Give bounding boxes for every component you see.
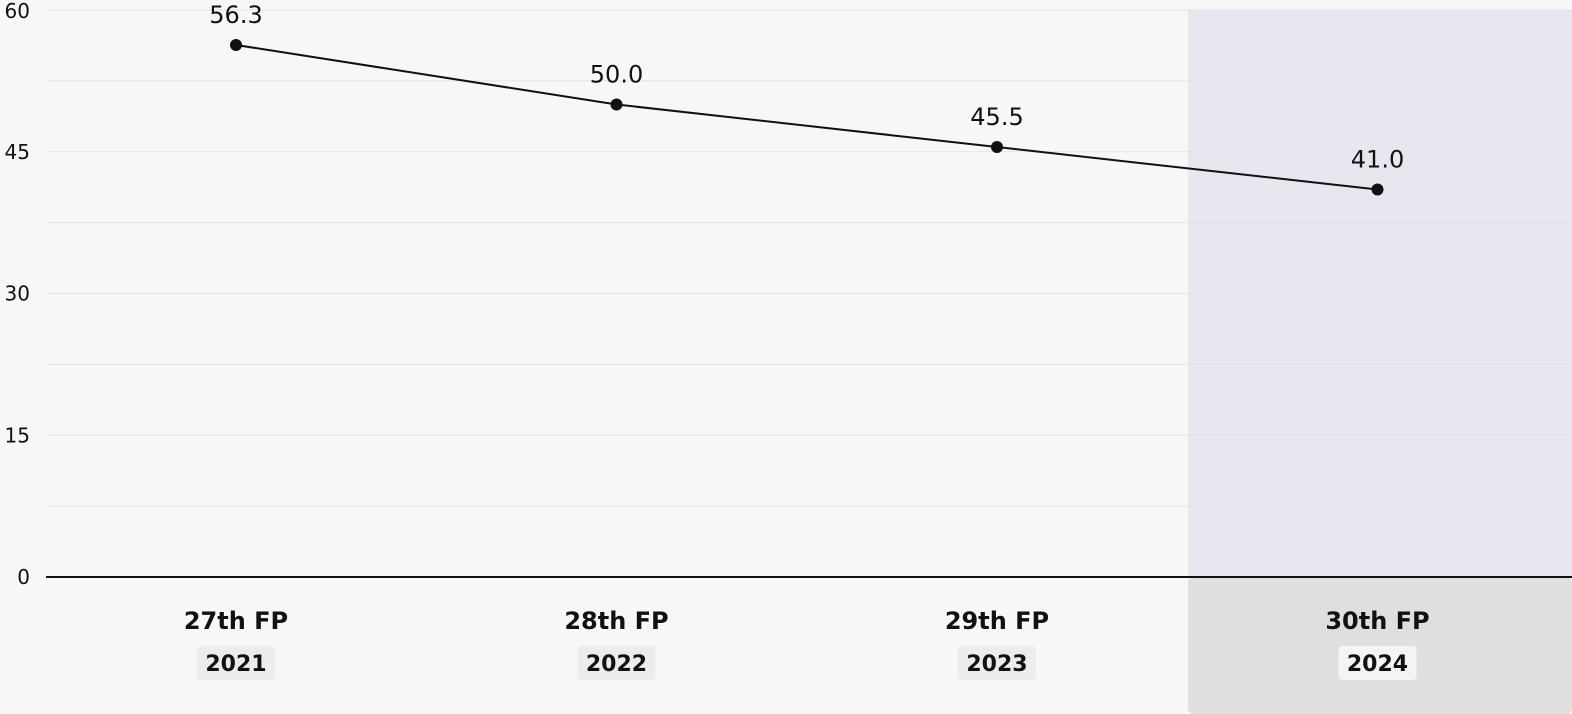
data-label: 41.0 [1351,146,1404,174]
y-tick-label: 0 [17,565,30,589]
data-label: 50.0 [590,61,643,89]
data-label: 45.5 [970,103,1023,131]
y-tick-label: 30 [5,282,30,306]
highlight-axis-band [1188,577,1572,714]
y-tick-label: 45 [5,140,30,164]
data-point [991,141,1003,154]
data-point [230,38,242,51]
y-tick-label: 60 [5,0,30,23]
year-label: 2023 [966,652,1027,677]
data-point [610,98,623,111]
data-label: 56.3 [209,1,262,29]
year-label: 2021 [205,652,266,677]
y-axis-ticks: 0 15 30 45 60 [5,0,30,589]
year-badge [1338,646,1417,680]
year-label: 2022 [586,652,647,677]
x-category-label: 27th FP [184,607,288,635]
y-tick-label: 15 [5,423,30,447]
x-category-label: 29th FP [945,607,1049,635]
year-badge [958,646,1036,680]
year-badge [577,646,656,680]
year-label: 2024 [1347,652,1408,677]
series-line [235,43,1378,191]
x-axis-categories: 27th FP 2021 28th FP 2022 29th FP 2023 30th FP… [184,607,1430,680]
data-points [230,38,1384,196]
x-category-label: 28th FP [564,607,668,635]
gridlines [46,9,1572,507]
x-category-label: 30th FP [1325,607,1429,635]
data-labels: 56.3 50.0 45.5 41.0 [209,1,1404,174]
data-point [1371,183,1384,196]
year-badge [197,646,275,680]
